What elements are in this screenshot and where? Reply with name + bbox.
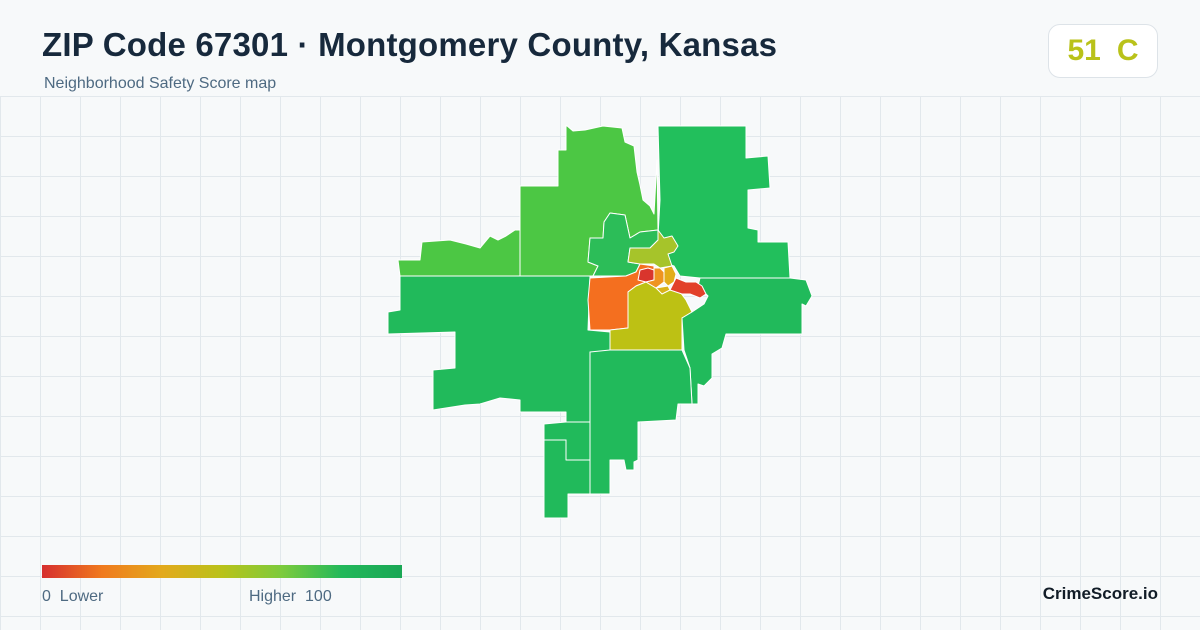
legend-min-value: 0 <box>42 588 51 605</box>
legend-max-value: 100 <box>305 588 332 605</box>
legend-color-bar <box>42 565 402 578</box>
map-region-downtown-core-west[interactable] <box>637 267 655 283</box>
map-region-south[interactable] <box>589 349 693 495</box>
brand-logo-text[interactable]: CrimeScore.io <box>1042 584 1158 603</box>
map-region-far-south[interactable] <box>543 439 591 519</box>
page-subtitle: Neighborhood Safety Score map <box>44 75 277 92</box>
header-bar: ZIP Code 67301 · Montgomery County, Kans… <box>0 0 1200 96</box>
page-title: ZIP Code 67301 · Montgomery County, Kans… <box>42 26 778 63</box>
legend-low-label: 0 Lower <box>42 588 103 606</box>
map-region-northwest-strip[interactable] <box>397 229 521 277</box>
map-region-downtown-south[interactable] <box>655 285 671 295</box>
map-region-downtown-core[interactable] <box>645 267 665 289</box>
score-value: 51 <box>1067 34 1101 67</box>
map-region-west[interactable] <box>387 275 611 423</box>
score-grade: C <box>1116 34 1139 67</box>
legend-high-label: Higher 100 <box>249 588 332 606</box>
map-region-downtown-east[interactable] <box>669 277 707 299</box>
map-region-east[interactable] <box>681 277 813 405</box>
legend-min-text: Lower <box>59 588 104 605</box>
map-region-northeast[interactable] <box>657 125 791 279</box>
legend-max-text: Higher <box>249 588 297 605</box>
safety-score-badge: 51 C <box>1048 24 1158 78</box>
